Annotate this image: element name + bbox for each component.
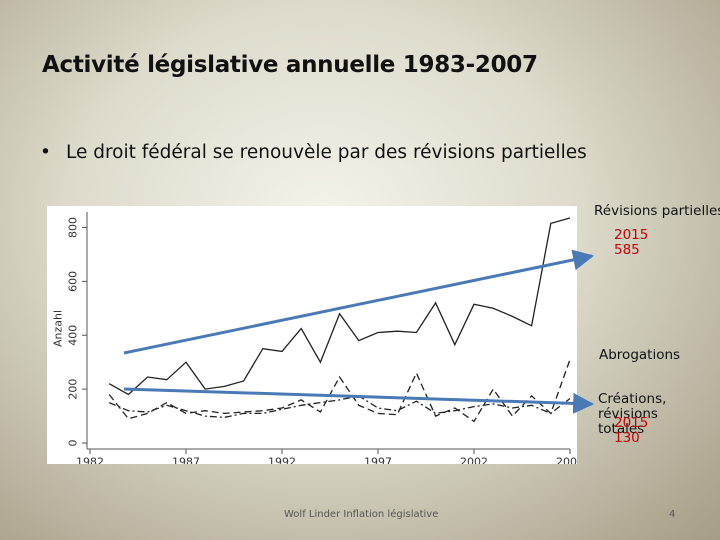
revisions-label-text: Révisions partielles	[594, 203, 720, 219]
slide-title: Activité législative annuelle 1983-2007	[42, 52, 538, 78]
y-tick-label: 800	[67, 217, 80, 238]
creations-value-text: 2015 130	[614, 415, 649, 446]
y-axis-title: Anzahl	[52, 310, 65, 347]
revisions-trend-arrow	[123, 249, 595, 355]
series-line-1	[108, 217, 571, 396]
creations-label-text: Créations, révisions totales	[598, 391, 667, 437]
series-line-3	[108, 395, 571, 419]
y-tick-label: 0	[67, 440, 80, 447]
page-number: 4	[669, 509, 676, 520]
bullet-dot: •	[40, 142, 51, 163]
bullet-point: • Le droit fédéral se renouvèle par des r…	[40, 142, 587, 163]
creations-trend-arrow	[123, 387, 595, 414]
series-line-2	[108, 359, 571, 423]
bullet-text: Le droit fédéral se renouvèle par des ré…	[66, 142, 587, 163]
y-tick-label: 400	[67, 325, 80, 346]
revisions-value-text: 2015 585	[614, 227, 649, 258]
footer-text: Wolf Linder Inflation législative	[284, 509, 439, 520]
chart-panel: 0200400600800198219871992199720022007Anz…	[47, 206, 584, 469]
y-tick-label: 200	[67, 379, 80, 400]
y-tick-label: 600	[67, 271, 80, 292]
abrogations-label-text: Abrogations	[599, 347, 681, 363]
